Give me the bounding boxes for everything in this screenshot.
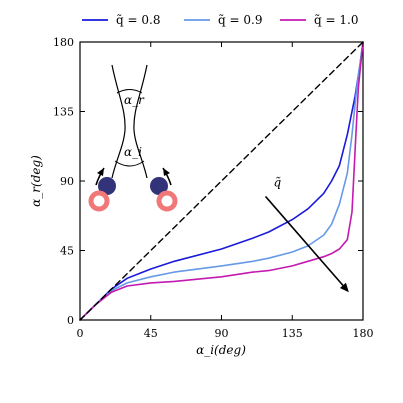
x-tick-label: 180 xyxy=(353,327,374,340)
y-tick-label: 90 xyxy=(60,175,74,188)
inset-right-ring-particle xyxy=(156,190,178,212)
inset-neck-left xyxy=(111,64,126,179)
legend: q̃ = 0.8 q̃ = 0.9 q̃ = 1.0 xyxy=(82,13,358,27)
legend-label-1: q̃ = 0.9 xyxy=(218,13,262,27)
series-line-1 xyxy=(79,41,364,321)
series-line-2 xyxy=(79,41,364,321)
x-axis-label: α_i(deg) xyxy=(196,343,246,357)
inset-neck-right xyxy=(133,64,148,179)
inset-right-arrowhead-icon xyxy=(163,168,170,176)
y-axis-label: α_r(deg) xyxy=(29,155,43,207)
legend-label-0: q̃ = 0.8 xyxy=(116,13,160,27)
q-tilde-arrow: q̃ xyxy=(264,175,349,293)
x-tick-label: 0 xyxy=(77,327,84,340)
x-tick-label: 90 xyxy=(215,327,229,340)
y-tick-label: 45 xyxy=(60,245,74,258)
q-arrow-label: q̃ xyxy=(274,175,282,189)
inset-left-arrowhead-icon xyxy=(97,168,104,176)
inset-left-dark-particle xyxy=(98,177,116,195)
inset-left-ring-particle xyxy=(88,190,110,212)
q-arrowhead-icon xyxy=(339,282,349,293)
inset-label-alpha-i: α_i xyxy=(124,145,142,159)
ticks-layer: 0 45 90 135 180 0 45 90 135 180 xyxy=(53,36,374,340)
inset-label-alpha-r: α_r xyxy=(124,93,145,107)
series-layer xyxy=(79,41,364,321)
x-tick-label: 45 xyxy=(144,327,158,340)
y-tick-label: 180 xyxy=(53,36,74,49)
y-tick-label: 135 xyxy=(53,106,74,119)
legend-label-2: q̃ = 1.0 xyxy=(314,13,358,27)
x-tick-label: 135 xyxy=(282,327,303,340)
y-tick-label: 0 xyxy=(67,314,74,327)
inset-lower-angle-arc xyxy=(114,160,145,167)
series-line-0 xyxy=(79,41,364,321)
inset-upper-angle-arc xyxy=(116,89,143,94)
inset-schematic: α_r α_i xyxy=(88,64,178,212)
inset-right-dark-particle xyxy=(150,177,168,195)
q-arrow-line xyxy=(264,195,344,286)
diagonal-reference-line xyxy=(79,41,364,321)
